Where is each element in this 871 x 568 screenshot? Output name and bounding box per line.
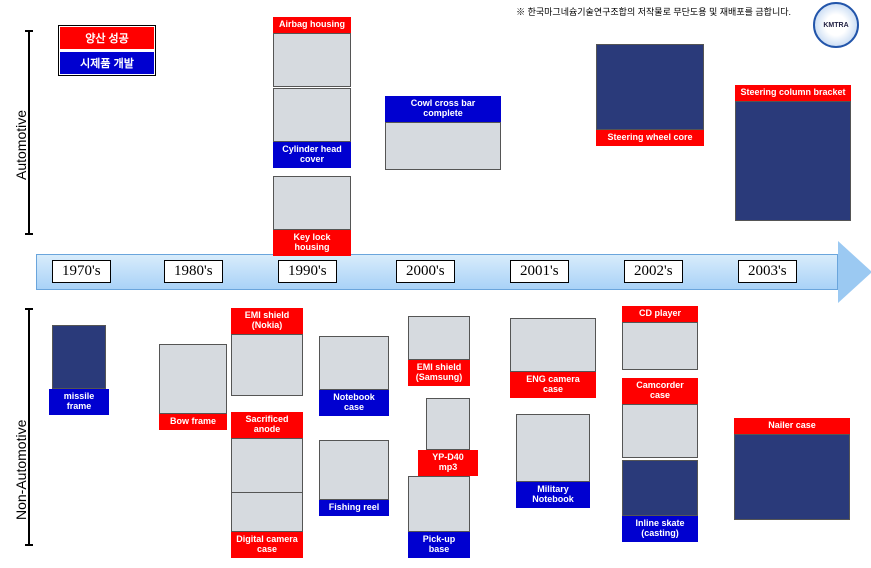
item-thumb	[426, 398, 470, 450]
item-label: Digital camera case	[231, 532, 303, 558]
item-thumb	[735, 101, 851, 221]
decade-label: 2003's	[738, 260, 797, 283]
item-thumb	[408, 476, 470, 532]
decade-label: 2000's	[396, 260, 455, 283]
item-label: Inline skate (casting)	[622, 516, 698, 542]
item-label: EMI shield (Samsung)	[408, 360, 470, 386]
item-thumb	[319, 440, 389, 500]
timeline-arrowhead	[838, 241, 871, 303]
item-sacrificed-anode: Sacrificed anode	[231, 412, 303, 500]
item-thumb	[273, 176, 351, 230]
item-thumb	[408, 316, 470, 360]
item-thumb	[622, 404, 698, 458]
legend: 양산 성공 시제품 개발	[58, 25, 156, 76]
decade-label: 1990's	[278, 260, 337, 283]
item-label: missile frame	[49, 389, 109, 415]
item-label: YP-D40 mp3	[418, 450, 478, 476]
item-emi-shield-nokia: EMI shield (Nokia)	[231, 308, 303, 396]
item-thumb	[516, 414, 590, 482]
item-label: Notebook case	[319, 390, 389, 416]
item-military-notebook: Military Notebook	[516, 414, 590, 508]
item-thumb	[622, 322, 698, 370]
item-thumb	[159, 344, 227, 414]
item-label: Military Notebook	[516, 482, 590, 508]
item-thumb	[52, 325, 106, 389]
item-label: Fishing reel	[319, 500, 389, 516]
item-label: Airbag housing	[273, 17, 351, 33]
item-label: Cylinder head cover	[273, 142, 351, 168]
item-thumb	[596, 44, 704, 130]
item-yp-d40: YP-D40 mp3	[418, 398, 478, 476]
item-label: Steering column bracket	[735, 85, 851, 101]
item-inline-skate: Inline skate (casting)	[622, 460, 698, 542]
item-thumb	[319, 336, 389, 390]
item-steering-wheel-core: Steering wheel core	[596, 44, 704, 146]
decade-label: 1970's	[52, 260, 111, 283]
item-thumb	[734, 434, 850, 520]
copyright-text: ※ 한국마그네슘기술연구조합의 저작물로 무단도용 및 재배포를 금합니다.	[516, 5, 791, 18]
item-label: ENG camera case	[510, 372, 596, 398]
item-label: Key lock housing	[273, 230, 351, 256]
item-eng-camera-case: ENG camera case	[510, 318, 596, 398]
kmtra-logo: KMTRA	[813, 2, 859, 48]
item-emi-shield-samsung: EMI shield (Samsung)	[408, 316, 470, 386]
item-thumb	[231, 492, 303, 532]
item-airbag-housing: Airbag housing	[273, 17, 351, 87]
item-thumb	[231, 438, 303, 500]
item-fishing-reel: Fishing reel	[319, 440, 389, 516]
item-key-lock-housing: Key lock housing	[273, 176, 351, 256]
item-digital-camera-case: Digital camera case	[231, 492, 303, 558]
item-bow-frame: Bow frame	[159, 344, 227, 430]
item-label: Pick-up base	[408, 532, 470, 558]
item-label: Sacrificed anode	[231, 412, 303, 438]
item-thumb	[385, 122, 501, 170]
item-label: CD player	[622, 306, 698, 322]
item-thumb	[273, 33, 351, 87]
y-label-automotive: Automotive	[13, 110, 29, 180]
item-thumb	[622, 460, 698, 516]
item-label: EMI shield (Nokia)	[231, 308, 303, 334]
decade-label: 2001's	[510, 260, 569, 283]
item-cowl-cross-bar: Cowl cross bar complete	[385, 96, 501, 170]
item-steering-column-bracket: Steering column bracket	[735, 85, 851, 221]
item-thumb	[231, 334, 303, 396]
y-label-non-automotive: Non-Automotive	[13, 420, 29, 520]
item-missile-frame: missile frame	[49, 325, 109, 415]
item-cylinder-head-cover: Cylinder head cover	[273, 88, 351, 168]
timeline-diagram: ※ 한국마그네슘기술연구조합의 저작물로 무단도용 및 재배포를 금합니다. K…	[0, 0, 871, 568]
item-label: Nailer case	[734, 418, 850, 434]
item-thumb	[510, 318, 596, 372]
decade-label: 1980's	[164, 260, 223, 283]
item-notebook-case: Notebook case	[319, 336, 389, 416]
decade-label: 2002's	[624, 260, 683, 283]
item-pickup-base: Pick-up base	[408, 476, 470, 558]
item-label: Camcorder case	[622, 378, 698, 404]
item-label: Bow frame	[159, 414, 227, 430]
item-camcorder-case: Camcorder case	[622, 378, 698, 458]
legend-prototype: 시제품 개발	[60, 52, 154, 74]
item-label: Steering wheel core	[596, 130, 704, 146]
item-nailer-case: Nailer case	[734, 418, 850, 520]
item-label: Cowl cross bar complete	[385, 96, 501, 122]
item-cd-player: CD player	[622, 306, 698, 370]
legend-mass-production: 양산 성공	[60, 27, 154, 49]
item-thumb	[273, 88, 351, 142]
